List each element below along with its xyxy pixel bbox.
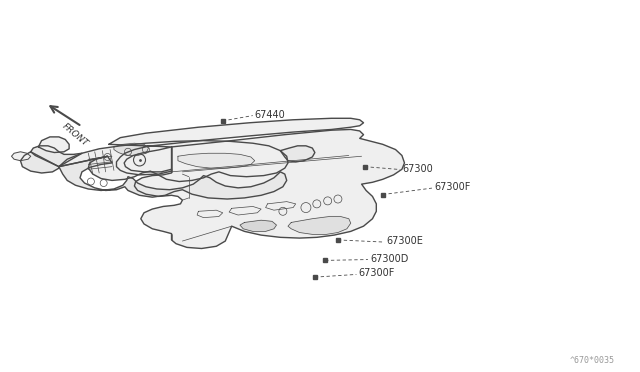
Text: ^670*0035: ^670*0035 — [570, 356, 614, 365]
Text: 67300E: 67300E — [386, 236, 423, 246]
Text: 67300F: 67300F — [358, 269, 395, 278]
Polygon shape — [20, 152, 59, 173]
Text: 67300F: 67300F — [434, 182, 470, 192]
Polygon shape — [114, 143, 148, 155]
Polygon shape — [38, 137, 69, 153]
Polygon shape — [288, 217, 351, 234]
Text: FRONT: FRONT — [61, 121, 90, 148]
Text: 67440: 67440 — [255, 110, 285, 119]
Polygon shape — [12, 152, 31, 161]
Text: 67300: 67300 — [402, 164, 433, 173]
Polygon shape — [178, 153, 255, 168]
Polygon shape — [280, 146, 315, 162]
Polygon shape — [134, 129, 404, 248]
Polygon shape — [59, 156, 287, 199]
Polygon shape — [109, 118, 364, 175]
Polygon shape — [240, 220, 276, 231]
Text: 67300D: 67300D — [370, 254, 408, 263]
Polygon shape — [31, 146, 82, 167]
Polygon shape — [59, 141, 288, 182]
